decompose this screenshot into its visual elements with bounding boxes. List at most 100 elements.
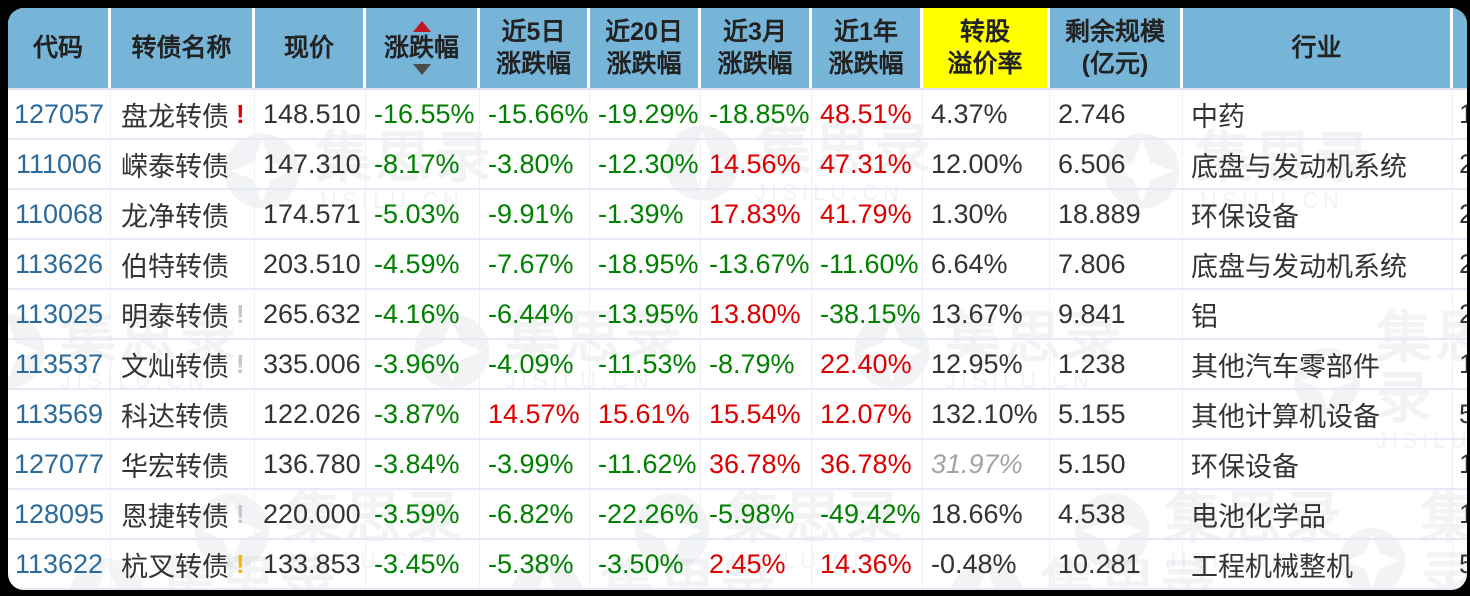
change-5d-cell: 14.57% [480, 390, 590, 438]
change-20d-cell: 15.61% [590, 390, 701, 438]
bond-code-link[interactable]: 113537 [8, 340, 111, 388]
industry-cell: 其他汽车零部件 [1183, 340, 1453, 388]
change-20d-cell: -1.39% [590, 190, 701, 238]
col-header-label: 近5日 [501, 18, 566, 46]
remaining-size-cell: 4.538 [1050, 490, 1183, 538]
change-1y-cell: 22.40% [812, 340, 923, 388]
bond-code-link[interactable]: 113626 [8, 240, 111, 288]
change-5d-cell: -6.44% [480, 290, 590, 338]
change-5d-cell: -6.82% [480, 490, 590, 538]
change-3m-cell: 14.56% [701, 140, 812, 188]
table-row[interactable]: 113025 明泰转债 ! 265.632 -4.16% -6.44% -13.… [8, 290, 1467, 340]
sort-desc-triangle-icon[interactable] [412, 64, 431, 75]
col-header-label: 涨跌幅 [495, 50, 571, 78]
bond-name-cell[interactable]: 杭叉转债 ! [111, 540, 255, 588]
convertible-bond-table-card: 集思录 JISILU.CN 集思录 JISILU.CN 集思录 JISILU.CN 集思录 J… [8, 8, 1467, 590]
conversion-premium-cell: 18.66% [923, 490, 1050, 538]
col-header-price[interactable]: 现价 [255, 8, 366, 88]
bond-code-link[interactable]: 111006 [8, 140, 111, 188]
col-header-change-3m[interactable]: 近3月 涨跌幅 [701, 8, 812, 88]
clipped-next-column-cell: 1 [1459, 98, 1467, 129]
table-row[interactable]: 113626 伯特转债 203.510 -4.59% -7.67% -18.95… [8, 240, 1467, 290]
change-20d-cell: -19.29% [590, 90, 701, 138]
change-20d-cell: -11.62% [590, 440, 701, 488]
table-row[interactable]: 113537 文灿转债 ! 335.006 -3.96% -4.09% -11.… [8, 340, 1467, 390]
bond-name-cell[interactable]: 文灿转债 ! [111, 340, 255, 388]
col-header-change-1y[interactable]: 近1年 涨跌幅 [812, 8, 923, 88]
clipped-next-column-cell: 1 [1459, 348, 1467, 379]
conversion-premium-cell: 31.97% [923, 440, 1050, 488]
bond-code-link[interactable]: 110068 [8, 190, 111, 238]
change-3m-cell: -13.67% [701, 240, 812, 288]
clipped-next-column-cell: 5 [1459, 548, 1467, 579]
bond-name-cell[interactable]: 华宏转债 [111, 440, 255, 488]
conversion-premium-cell: 12.00% [923, 140, 1050, 188]
bond-name-cell[interactable]: 伯特转债 [111, 240, 255, 288]
bond-name-text: 龙净转债 [121, 201, 229, 232]
bond-code-link[interactable]: 127077 [8, 440, 111, 488]
col-header-name[interactable]: 转债名称 [111, 8, 255, 88]
price-cell: 148.510 [255, 90, 366, 138]
col-header-change-5d[interactable]: 近5日 涨跌幅 [480, 8, 590, 88]
table-row[interactable]: 110068 龙净转债 174.571 -5.03% -9.91% -1.39%… [8, 190, 1467, 240]
col-header-label: 涨跌幅 [717, 50, 793, 78]
price-cell: 335.006 [255, 340, 366, 388]
col-header-label: 溢价率 [947, 50, 1023, 78]
change-1y-cell: -38.15% [812, 290, 923, 338]
table-body: 127057 盘龙转债 ! 148.510 -16.55% -15.66% -1… [8, 90, 1467, 590]
clipped-next-column-cell: 1 [1459, 448, 1467, 479]
bond-name-cell[interactable]: 恩捷转债 ! [111, 490, 255, 538]
bond-name-text: 明泰转债 [121, 301, 229, 332]
change-1y-cell: 12.07% [812, 390, 923, 438]
remaining-size-cell: 5.155 [1050, 390, 1183, 438]
bond-name-cell[interactable]: 龙净转债 [111, 190, 255, 238]
col-header-label: 现价 [283, 34, 334, 62]
bond-code-link[interactable]: 113569 [8, 390, 111, 438]
col-header-label: 转债名称 [131, 34, 232, 62]
table-header: 代码 转债名称 现价 涨跌幅 近5日 涨跌幅 近20日 涨跌幅 近3月 涨跌幅 … [8, 8, 1467, 90]
col-header-change[interactable]: 涨跌幅 [366, 8, 480, 88]
bond-code-link[interactable]: 127057 [8, 90, 111, 138]
col-header-remaining-size[interactable]: 剩余规模 (亿元) [1050, 8, 1183, 88]
industry-cell: 底盘与发动机系统 [1183, 140, 1453, 188]
bond-name-text: 盘龙转债 [121, 101, 229, 132]
change-5d-cell: -9.91% [480, 190, 590, 238]
bond-name-text: 恩捷转债 [121, 501, 229, 532]
col-header-label: (亿元) [1081, 50, 1149, 78]
bond-code-link[interactable]: 128095 [8, 490, 111, 538]
industry-cell: 工程机械整机 [1183, 540, 1453, 588]
table-row[interactable]: 127077 华宏转债 136.780 -3.84% -3.99% -11.62… [8, 440, 1467, 490]
table-row[interactable]: 113569 科达转债 122.026 -3.87% 14.57% 15.61%… [8, 390, 1467, 440]
industry-cell: 底盘与发动机系统 [1183, 240, 1453, 288]
price-cell: 147.310 [255, 140, 366, 188]
change-5d-cell: -7.67% [480, 240, 590, 288]
col-header-code[interactable]: 代码 [8, 8, 111, 88]
industry-cell: 电池化学品 [1183, 490, 1453, 538]
table-row[interactable]: 113622 杭叉转债 ! 133.853 -3.45% -5.38% -3.5… [8, 540, 1467, 590]
change-cell: -4.59% [366, 240, 480, 288]
sort-asc-triangle-icon[interactable] [412, 21, 431, 32]
col-header-label: 涨跌幅 [606, 50, 682, 78]
bond-name-text: 嵘泰转债 [121, 151, 229, 182]
col-header-industry[interactable]: 行业 [1183, 8, 1453, 88]
table-row[interactable]: 128095 恩捷转债 ! 220.000 -3.59% -6.82% -22.… [8, 490, 1467, 540]
table-row[interactable]: 127057 盘龙转债 ! 148.510 -16.55% -15.66% -1… [8, 90, 1467, 140]
bond-code-link[interactable]: 113025 [8, 290, 111, 338]
col-header-change-20d[interactable]: 近20日 涨跌幅 [590, 8, 701, 88]
bond-name-cell[interactable]: 科达转债 [111, 390, 255, 438]
alert-flag: ! [236, 298, 245, 329]
bond-name-cell[interactable]: 嵘泰转债 [111, 140, 255, 188]
col-header-label: 近1年 [834, 18, 898, 46]
bond-name-cell[interactable]: 盘龙转债 ! [111, 90, 255, 138]
clipped-next-column-cell: 5 [1459, 398, 1467, 429]
conversion-premium-cell: -0.48% [923, 540, 1050, 588]
industry-cell: 中药 [1183, 90, 1453, 138]
change-cell: -16.55% [366, 90, 480, 138]
bond-name-text: 杭叉转债 [121, 551, 229, 582]
bond-code-link[interactable]: 113622 [8, 540, 111, 588]
col-header-conversion-premium[interactable]: 转股 溢价率 [923, 8, 1050, 88]
bond-name-cell[interactable]: 明泰转债 ! [111, 290, 255, 338]
table-row[interactable]: 111006 嵘泰转债 147.310 -8.17% -3.80% -12.30… [8, 140, 1467, 190]
change-3m-cell: 36.78% [701, 440, 812, 488]
price-cell: 265.632 [255, 290, 366, 338]
